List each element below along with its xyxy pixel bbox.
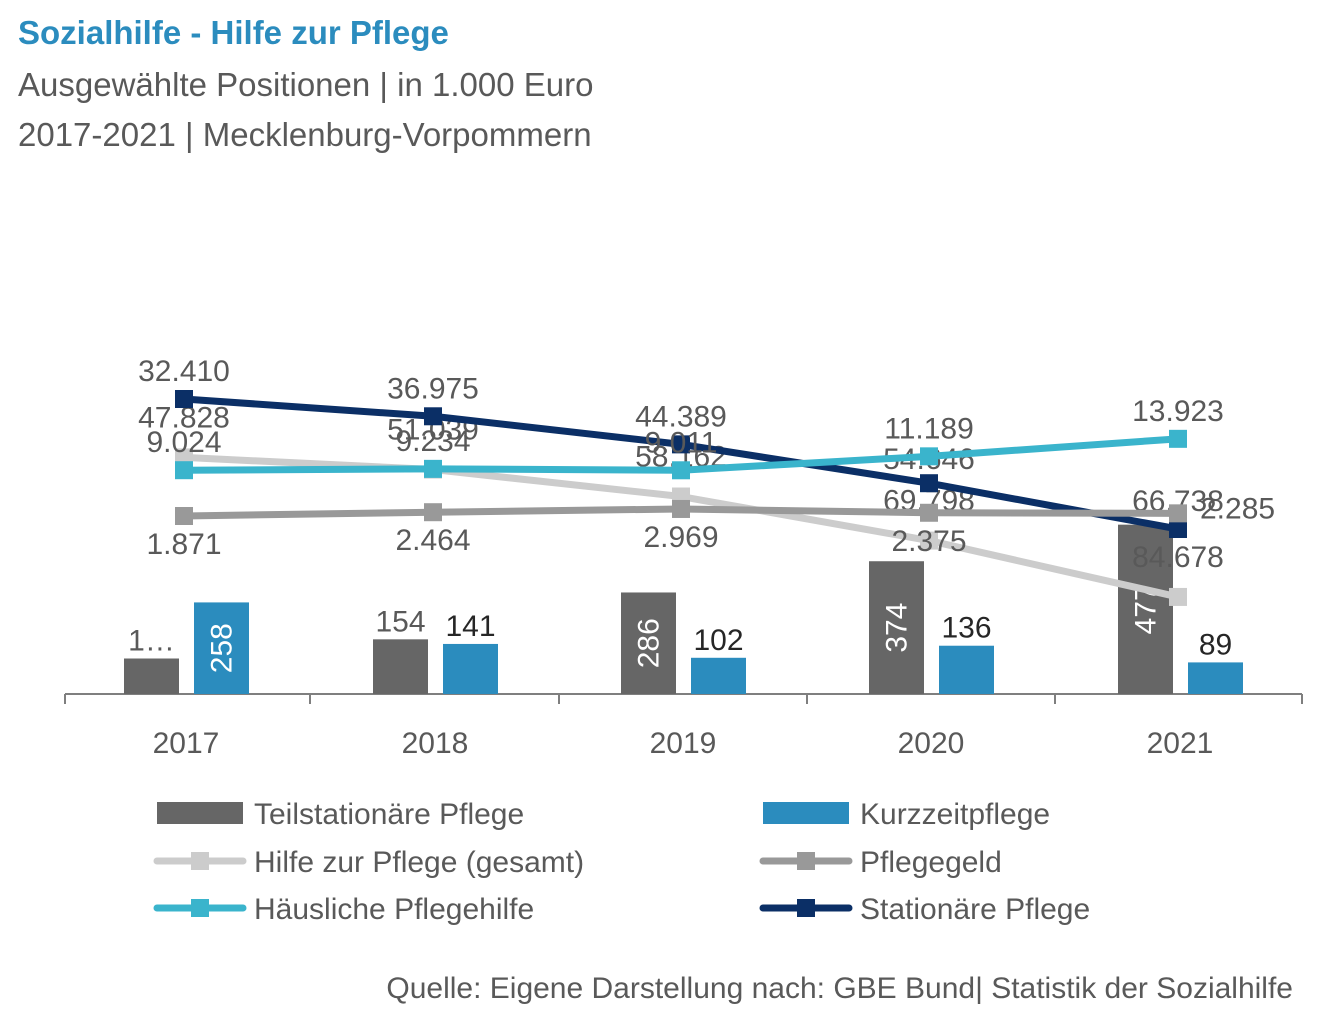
chart-subtitle-region: 2017-2021 | Mecklenburg-Vorpommern <box>18 116 592 153</box>
legend-label-teilstationaere-pflege: Teilstationäre Pflege <box>254 798 524 831</box>
line-data-label: 1.871 <box>146 528 221 561</box>
legend-label-haeusliche-pflegehilfe: Häusliche Pflegehilfe <box>254 893 534 926</box>
line-data-label: 13.923 <box>1132 395 1224 428</box>
marker-hilfe-zur-pflege-gesamt <box>920 531 938 550</box>
x-tick-label: 2017 <box>153 727 220 760</box>
marker-haeusliche-pflegehilfe <box>175 461 193 480</box>
marker-pflegegeld <box>920 503 938 522</box>
marker-haeusliche-pflegehilfe <box>672 461 690 480</box>
line-data-label: 36.975 <box>387 372 479 405</box>
marker-pflegegeld <box>672 499 690 518</box>
line-data-label: 2.969 <box>643 521 718 554</box>
marker-stationaere-pflege <box>175 390 193 408</box>
x-tick-label: 2018 <box>402 727 469 760</box>
line-data-label: 9.011 <box>645 426 718 459</box>
x-tick-label: 2019 <box>650 727 717 760</box>
legend-swatch-teilstationaere-pflege <box>157 802 243 824</box>
marker-pflegegeld <box>175 507 193 525</box>
chart-subtitle-positions: Ausgewählte Positionen | in 1.000 Euro <box>18 66 594 103</box>
bar-data-label: 258 <box>206 623 239 673</box>
line-data-label: 32.410 <box>138 355 230 388</box>
bar-data-label: 1… <box>128 625 175 658</box>
marker-hilfe-zur-pflege-gesamt <box>1169 587 1187 606</box>
bar-kurzzeitpflege <box>1188 662 1243 694</box>
legend-label-stationaere-pflege: Stationäre Pflege <box>860 893 1090 926</box>
bar-teilstationaere-pflege <box>869 561 924 694</box>
marker-haeusliche-pflegehilfe <box>424 459 442 478</box>
line-data-label: 2.464 <box>395 524 470 557</box>
legend-label-kurzzeitpflege: Kurzzeitpflege <box>860 798 1050 831</box>
bar-data-label: 154 <box>375 605 425 638</box>
marker-haeusliche-pflegehilfe <box>920 447 938 466</box>
bar-teilstationaere-pflege <box>621 592 676 694</box>
legend-marker-pflegegeld <box>797 852 815 870</box>
bar-kurzzeitpflege <box>691 657 746 694</box>
bar-teilstationaere-pflege <box>124 658 179 694</box>
marker-stationaere-pflege <box>424 407 442 426</box>
chart-title: Sozialhilfe - Hilfe zur Pflege <box>18 14 449 51</box>
line-data-label: 2.375 <box>891 525 966 558</box>
legend-label-pflegegeld: Pflegegeld <box>860 846 1002 879</box>
bar-teilstationaere-pflege <box>1118 524 1173 694</box>
line-data-label: 11.189 <box>884 412 974 445</box>
marker-stationaere-pflege <box>672 435 690 454</box>
bar-data-label: 374 <box>881 603 914 653</box>
bar-kurzzeitpflege <box>939 645 994 694</box>
marker-haeusliche-pflegehilfe <box>1169 429 1187 448</box>
bar-data-label: 141 <box>445 610 495 643</box>
legend-label-hilfe-zur-pflege-gesamt: Hilfe zur Pflege (gesamt) <box>254 846 584 879</box>
bar-kurzzeitpflege <box>194 602 249 694</box>
legend-marker-haeusliche-pflegehilfe <box>191 899 209 917</box>
x-tick-label: 2021 <box>1147 727 1214 760</box>
bar-data-label: 89 <box>1199 628 1232 661</box>
bar-teilstationaere-pflege <box>373 639 428 694</box>
source-note: Quelle: Eigene Darstellung nach: GBE Bun… <box>386 972 1293 1005</box>
legend-marker-stationaere-pflege <box>797 899 815 917</box>
line-data-label: 84.678 <box>1132 541 1224 574</box>
bar-kurzzeitpflege <box>443 643 498 694</box>
marker-stationaere-pflege <box>1169 520 1187 538</box>
legend-marker-hilfe-zur-pflege-gesamt <box>191 852 209 870</box>
bar-data-label: 102 <box>693 624 743 657</box>
x-tick-label: 2020 <box>898 727 965 760</box>
legend-swatch-kurzzeitpflege <box>763 802 849 824</box>
bar-data-label: 286 <box>633 618 666 668</box>
line-data-label: 44.389 <box>635 400 727 433</box>
line-data-label: 9.024 <box>146 426 221 459</box>
marker-pflegegeld <box>424 503 442 522</box>
bar-data-label: 136 <box>941 612 991 645</box>
marker-stationaere-pflege <box>920 474 938 493</box>
line-data-label: 2.285 <box>1200 492 1275 525</box>
line-data-label: 9.234 <box>395 425 470 458</box>
marker-pflegegeld <box>1169 504 1187 523</box>
